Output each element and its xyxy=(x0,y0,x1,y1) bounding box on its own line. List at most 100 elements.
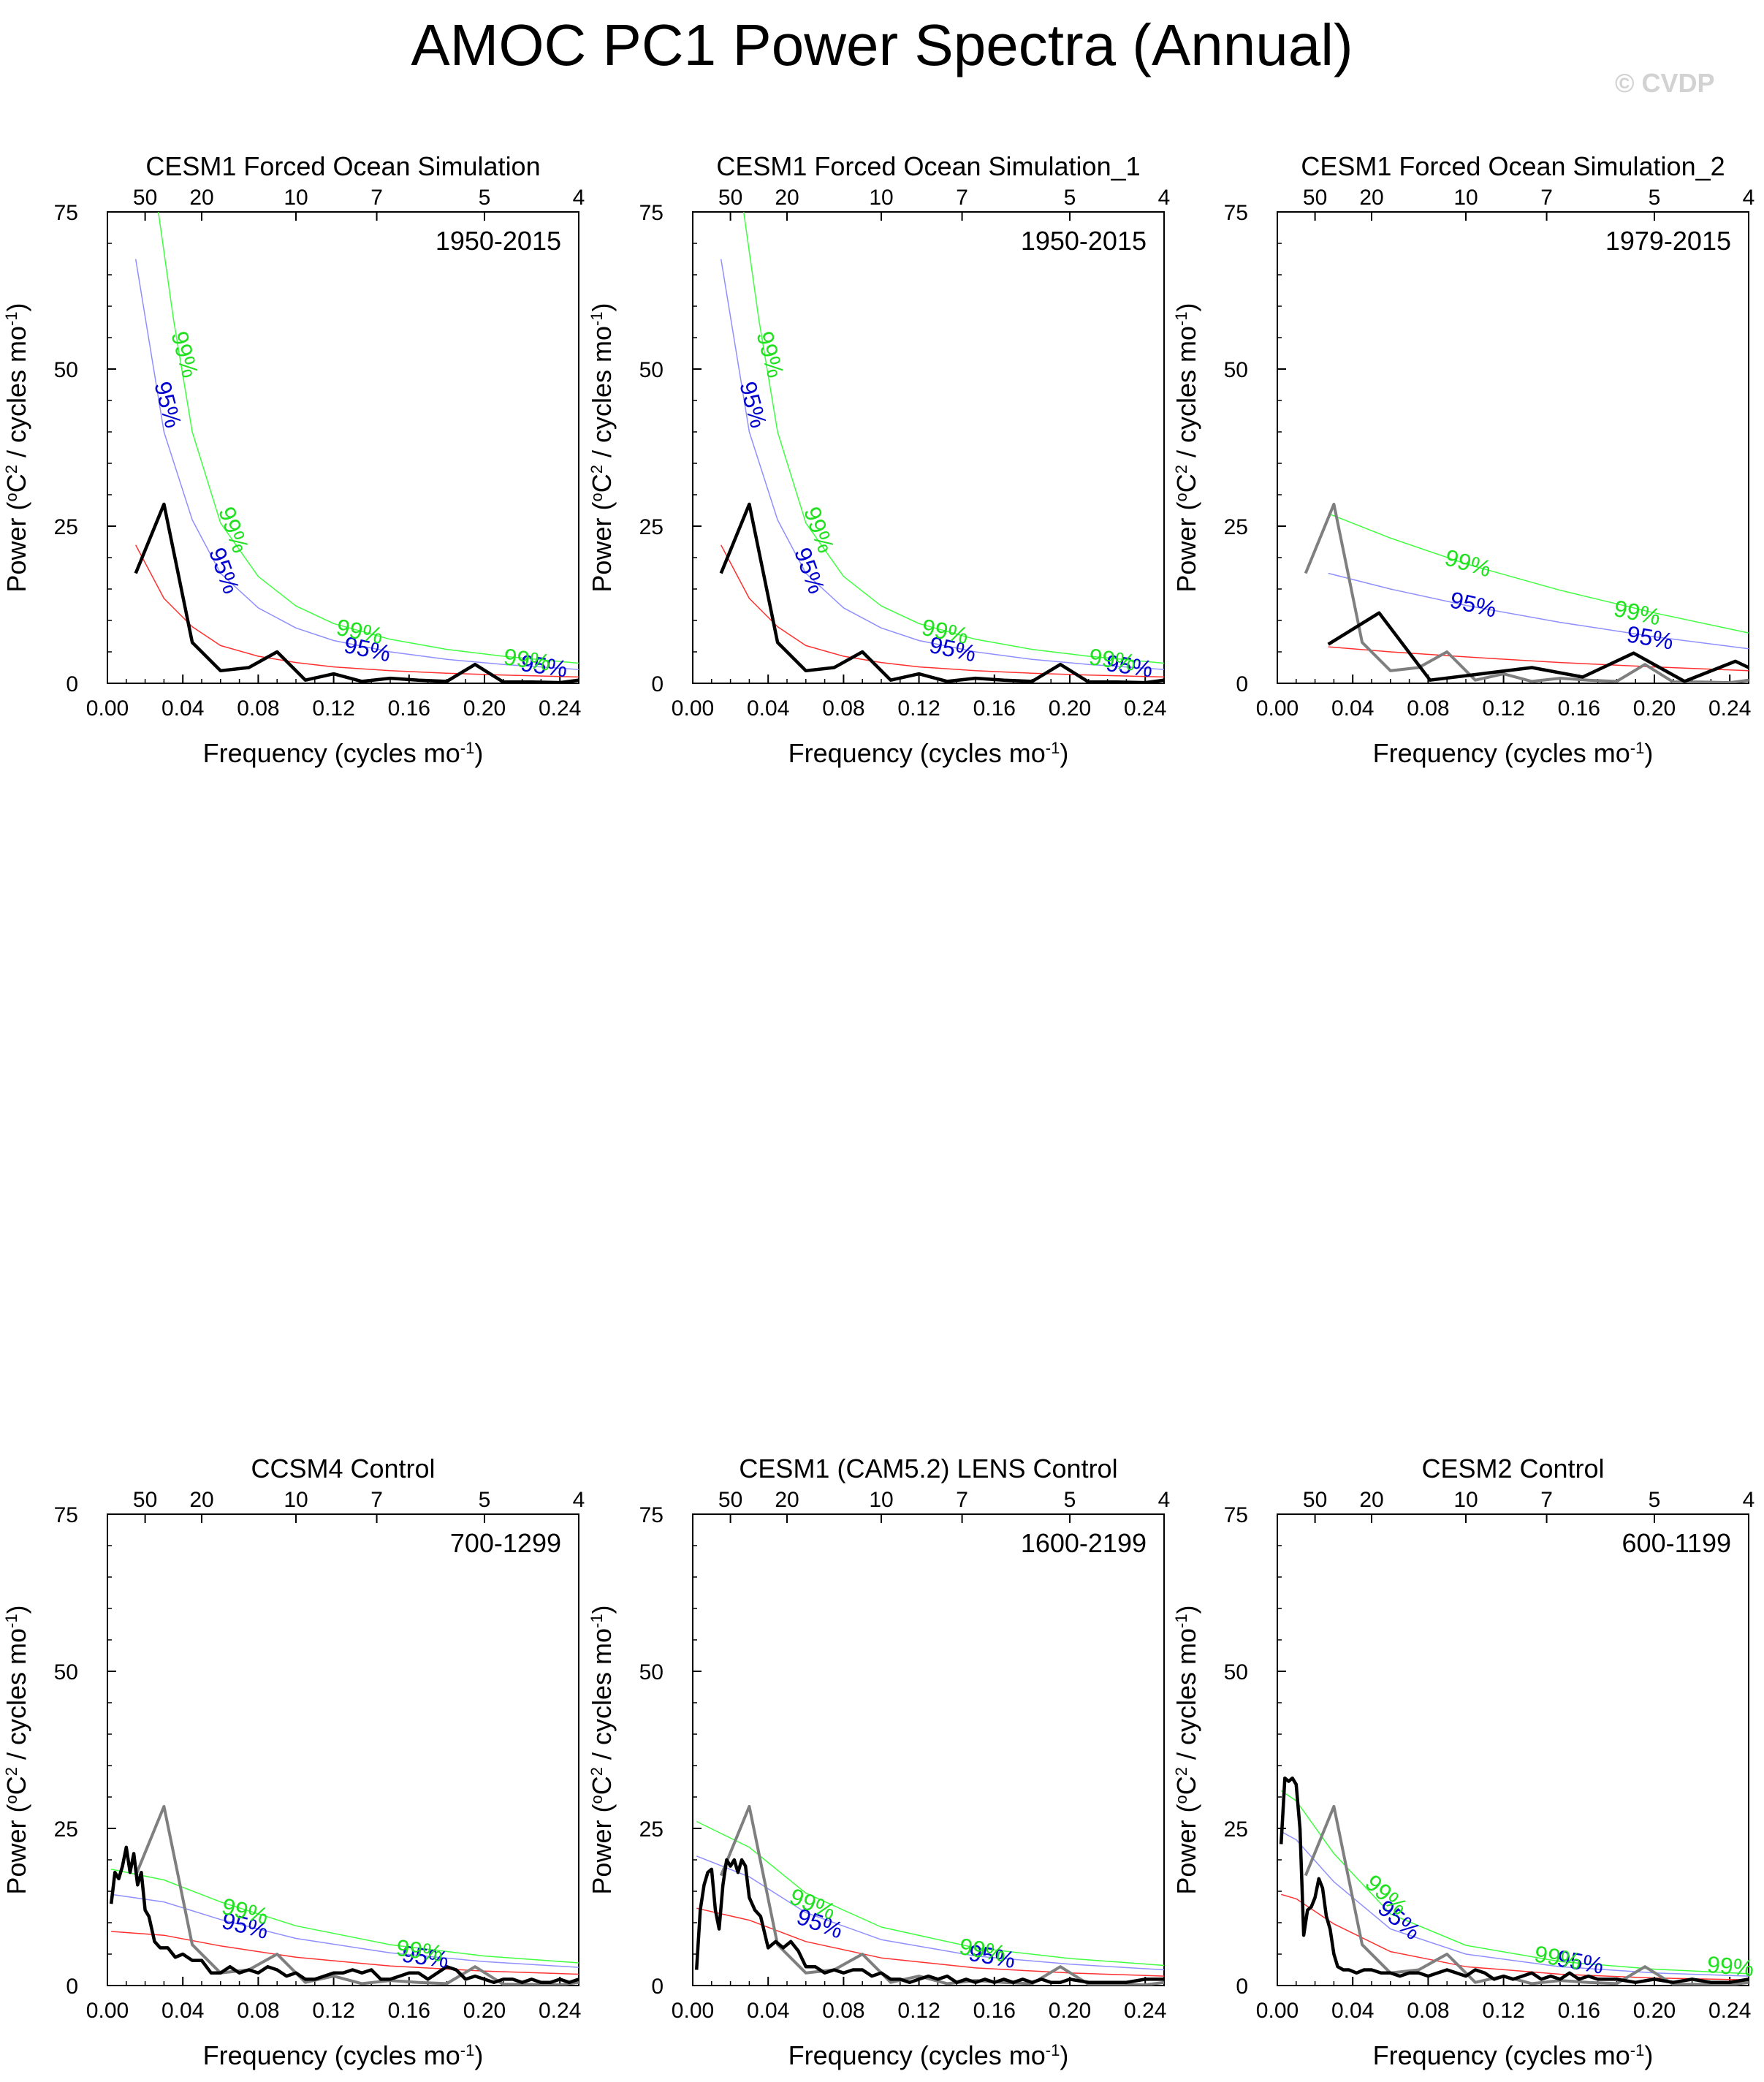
ci99-label: 99% xyxy=(1706,1951,1755,1981)
top-tick-label: 4 xyxy=(573,186,585,210)
watermark: © CVDP xyxy=(1615,68,1715,98)
x-tick-label: 0.12 xyxy=(312,1999,354,2023)
y-tick-label: 75 xyxy=(54,1503,78,1527)
top-tick-label: 5 xyxy=(479,186,491,210)
ci99-label: 99% xyxy=(1611,595,1662,631)
y-tick-label: 0 xyxy=(1236,1975,1248,1999)
top-tick-label: 10 xyxy=(869,1488,893,1512)
x-axis-label: Frequency (cycles mo-1) xyxy=(203,2040,484,2070)
ci99-label: 99% xyxy=(166,328,203,380)
y-axis-label: Power (oC2 / cycles mo-1) xyxy=(1,1605,31,1894)
x-tick-label: 0.12 xyxy=(897,1999,940,2023)
series-line-spectrum xyxy=(109,1845,579,1984)
series-line-99- xyxy=(157,212,579,664)
x-tick-label: 0.04 xyxy=(747,1999,789,2023)
x-tick-label: 0.04 xyxy=(1331,696,1374,721)
series-line-99- xyxy=(111,1869,579,1964)
y-tick-label: 50 xyxy=(54,1660,78,1684)
x-tick-label: 0.12 xyxy=(897,696,940,721)
y-tick-label: 75 xyxy=(1224,1503,1248,1527)
plot-frame xyxy=(692,1513,1165,1986)
ci95-label: 95% xyxy=(519,650,569,683)
top-tick-label: 20 xyxy=(775,1488,799,1512)
top-tick-label: 4 xyxy=(1158,1488,1171,1512)
panel-title: CESM1 (CAM5.2) LENS Control xyxy=(739,1454,1117,1483)
ci95-label: 95% xyxy=(1448,586,1499,622)
top-tick-label: 7 xyxy=(370,186,383,210)
y-axis-label: Power (oC2 / cycles mo-1) xyxy=(1,303,31,592)
panel-title: CCSM4 Control xyxy=(251,1454,435,1483)
period-label: 1979-2015 xyxy=(1605,226,1731,256)
top-tick-label: 4 xyxy=(1743,186,1755,210)
x-tick-label: 0.04 xyxy=(747,696,789,721)
plot-frame xyxy=(107,1513,579,1986)
x-tick-label: 0.04 xyxy=(1331,1999,1374,2023)
x-tick-label: 0.08 xyxy=(822,1999,864,2023)
x-tick-label: 0.04 xyxy=(161,1999,204,2023)
top-tick-label: 4 xyxy=(1743,1488,1755,1512)
series-line-spectrum xyxy=(719,502,1164,683)
ci99-label: 99% xyxy=(1532,1940,1583,1975)
y-tick-label: 50 xyxy=(639,358,664,382)
top-tick-label: 20 xyxy=(189,186,213,210)
y-tick-label: 0 xyxy=(651,672,664,696)
x-tick-label: 0.24 xyxy=(539,696,581,721)
plot-frame xyxy=(1277,211,1749,684)
period-label: 700-1299 xyxy=(450,1528,561,1558)
period-label: 600-1199 xyxy=(1622,1528,1731,1558)
x-tick-label: 0.12 xyxy=(1482,1999,1524,2023)
series-line-spectrum xyxy=(694,1858,1164,1984)
ci99-label: 99% xyxy=(957,1933,1008,1967)
y-tick-label: 0 xyxy=(66,672,78,696)
y-axis-label: Power (oC2 / cycles mo-1) xyxy=(1171,1605,1201,1894)
x-tick-label: 0.20 xyxy=(1633,1999,1676,2023)
y-tick-label: 25 xyxy=(54,515,78,539)
ci95-label: 95% xyxy=(734,379,772,430)
y-tick-label: 0 xyxy=(1236,672,1248,696)
x-tick-label: 0.24 xyxy=(539,1999,581,2023)
top-tick-label: 50 xyxy=(718,186,742,210)
top-tick-label: 50 xyxy=(133,186,157,210)
y-tick-label: 75 xyxy=(639,1503,664,1527)
plot-frame xyxy=(107,211,579,684)
ci95-label: 95% xyxy=(400,1940,450,1973)
x-tick-label: 0.08 xyxy=(822,696,864,721)
top-tick-label: 5 xyxy=(1649,186,1661,210)
series-line-95- xyxy=(111,1893,579,1968)
x-tick-label: 0.20 xyxy=(1633,696,1676,721)
x-tick-label: 0.04 xyxy=(161,696,204,721)
series-line-red-noise xyxy=(1280,1893,1749,1981)
series-line-99- xyxy=(1328,513,1749,634)
x-tick-label: 0.16 xyxy=(388,696,430,721)
x-tick-label: 0.20 xyxy=(463,1999,506,2023)
plot-frame xyxy=(692,211,1165,684)
top-tick-label: 5 xyxy=(1649,1488,1661,1512)
x-axis-label: Frequency (cycles mo-1) xyxy=(788,738,1069,768)
y-tick-label: 50 xyxy=(54,358,78,382)
x-axis-label: Frequency (cycles mo-1) xyxy=(788,2040,1069,2070)
x-axis-label: Frequency (cycles mo-1) xyxy=(1373,738,1654,768)
x-axis-label: Frequency (cycles mo-1) xyxy=(203,738,484,768)
top-tick-label: 4 xyxy=(1158,186,1171,210)
ci99-label: 99% xyxy=(502,643,552,676)
x-axis-label: Frequency (cycles mo-1) xyxy=(1373,2040,1654,2070)
panel-title: CESM2 Control xyxy=(1421,1454,1604,1483)
top-tick-label: 10 xyxy=(284,186,308,210)
series-line-spectrum xyxy=(1327,611,1749,683)
top-tick-label: 20 xyxy=(775,186,799,210)
y-axis-label: Power (oC2 / cycles mo-1) xyxy=(1171,303,1201,592)
panel-title: CESM1 Forced Ocean Simulation_1 xyxy=(716,151,1140,181)
top-tick-label: 5 xyxy=(1064,1488,1076,1512)
x-tick-label: 0.16 xyxy=(973,1999,1016,2023)
top-tick-label: 7 xyxy=(956,1488,968,1512)
series-line-spectrum xyxy=(1279,1776,1749,1984)
ci99-label: 99% xyxy=(919,614,970,650)
ci99-label: 99% xyxy=(1442,544,1494,582)
y-tick-label: 50 xyxy=(1224,1660,1248,1684)
ci99-label: 99% xyxy=(395,1934,444,1967)
top-tick-label: 50 xyxy=(133,1488,157,1512)
